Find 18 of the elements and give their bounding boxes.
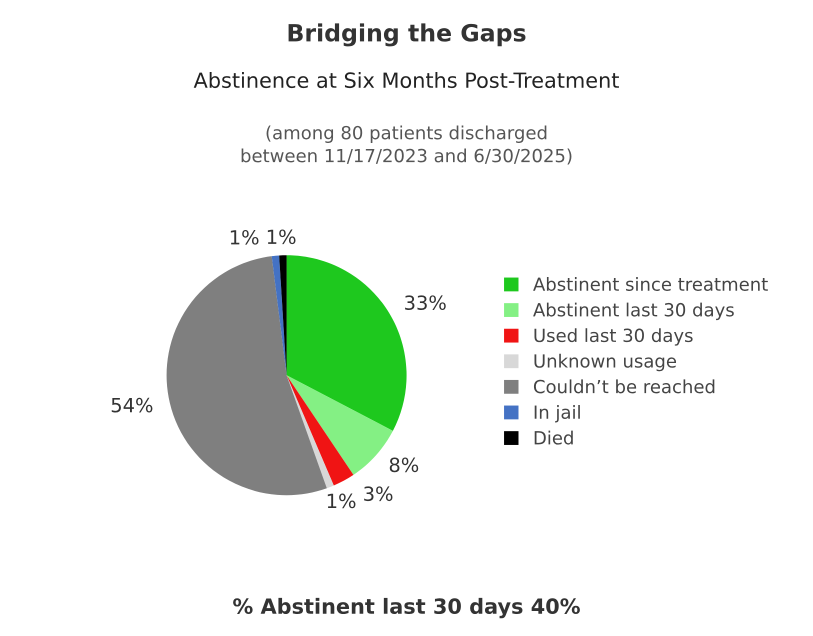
data-label: 54% — [112, 398, 152, 413]
text: % Abstinent last 30 days 40% — [233, 598, 580, 618]
data-label: 1% — [268, 229, 296, 244]
data-label: 8% — [390, 458, 418, 472]
data-label: 1% — [328, 494, 356, 508]
legend-label: Died — [534, 430, 573, 445]
legend-label: Unknown usage — [534, 354, 676, 372]
text: (among 80 patients discharged between 11/17/2023 and 6/30/2025) — [242, 126, 572, 165]
legend-label: In jail — [534, 405, 580, 422]
chart-title: Bridging the Gaps — [288, 23, 526, 46]
chart-subtitle: Abstinence at Six Months Post-Treatment — [194, 72, 619, 88]
legend-label: Abstinent since treatment — [533, 277, 768, 291]
legend-label: Couldn’t be reached — [534, 379, 714, 394]
data-label: 3% — [364, 486, 392, 502]
data-label: 1% — [230, 230, 259, 245]
legend-label: Used last 30 days — [534, 328, 693, 346]
legend-label: Abstinent last 30 days — [533, 302, 734, 320]
data-label: 33% — [405, 295, 446, 310]
